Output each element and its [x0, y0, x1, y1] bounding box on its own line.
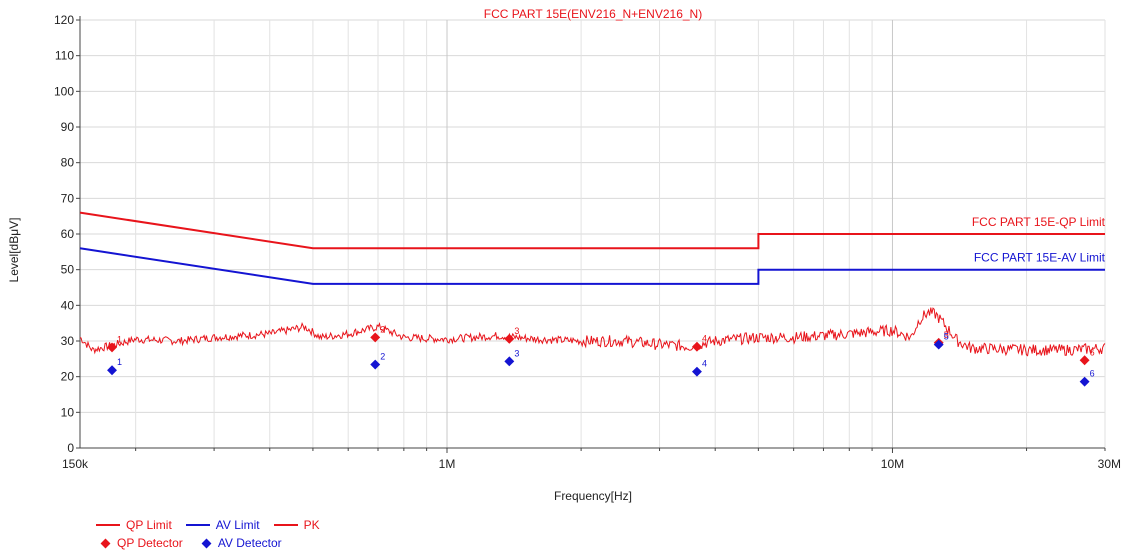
marker-av-detector — [504, 356, 515, 367]
x-tick-label: 1M — [439, 457, 456, 471]
series-layer: FCC PART 15E-QP Limit FCC PART 15E-AV Lim… — [79, 211, 1106, 357]
marker-label: 4 — [702, 359, 707, 369]
marker-av-detector — [692, 366, 702, 377]
limit-label: FCC PART 15E-QP Limit — [972, 215, 1106, 229]
marker-av-detector — [1079, 376, 1090, 387]
marker-av-detector — [107, 365, 117, 376]
marker-qp-detector — [692, 341, 702, 352]
marker-label: 6 — [1090, 347, 1095, 357]
legend-swatch-qp-limit — [96, 524, 120, 526]
y-tick-label: 110 — [55, 49, 74, 63]
legend-swatch-av-limit — [185, 524, 210, 526]
marker-label: 5 — [944, 330, 949, 340]
y-tick-label: 30 — [61, 334, 75, 348]
marker-label: 3 — [514, 326, 519, 336]
x-tick-label: 30M — [1098, 457, 1121, 471]
marker-qp-detector — [107, 342, 117, 353]
y-tick-label: 10 — [61, 405, 75, 419]
legend-item-qp-detector: QP Detector — [96, 534, 183, 552]
axes: 0 10 20 30 40 50 60 70 80 90 100 110 120 150k 1M 10M 30M — [54, 13, 1121, 471]
marker-label: 3 — [514, 348, 519, 358]
marker-av-detector — [933, 339, 944, 350]
marker-label: 1 — [117, 334, 122, 344]
chart-title: FCC PART 15E(ENV216_N+ENV216_N) — [484, 7, 702, 21]
legend-row-lines: QP Limit AV Limit PK — [96, 516, 334, 534]
legend-item-av-detector: AV Detector — [197, 534, 282, 552]
x-axis-label: Frequency[Hz] — [554, 489, 632, 503]
legend-label-av-limit: AV Limit — [215, 518, 260, 532]
y-tick-label: 100 — [54, 84, 74, 98]
y-axis-label: Level[dBμV] — [7, 218, 21, 283]
series-line-av-limit — [79, 247, 1105, 285]
marker-qp-detector — [504, 333, 515, 344]
legend-item-av-limit: AV Limit — [185, 516, 260, 534]
marker-label: 4 — [702, 334, 707, 344]
y-tick-label: 40 — [61, 298, 75, 312]
marker-qp-detector — [1079, 355, 1090, 366]
y-tick-label: 0 — [67, 441, 74, 455]
marker-label: 2 — [380, 352, 385, 362]
y-tick-label: 20 — [61, 370, 75, 384]
marker-label: 1 — [117, 357, 122, 367]
y-tick-label: 120 — [54, 13, 74, 27]
marker-av-detector — [370, 359, 381, 370]
legend-swatch-qp-detector — [100, 538, 111, 548]
legend-item-pk: PK — [273, 516, 320, 534]
legend-item-qp-limit: QP Limit — [96, 516, 172, 534]
grid — [80, 19, 1106, 449]
y-tick-label: 60 — [61, 227, 75, 241]
legend-row-detectors: QP Detector AV Detector — [96, 534, 334, 552]
legend-swatch-pk — [273, 524, 298, 526]
series-line-qp-limit — [79, 211, 1105, 250]
marker-label: 6 — [1090, 369, 1095, 379]
emission-chart: 0 10 20 30 40 50 60 70 80 90 100 110 120 150k 1M 10M 30M… — [7, 7, 1121, 503]
x-tick-label: 150k — [62, 457, 89, 471]
y-tick-label: 70 — [61, 191, 75, 205]
legend-label-pk: PK — [303, 518, 320, 532]
legend-label-qp-detector: QP Detector — [117, 536, 183, 550]
marker-label: 5 — [944, 332, 949, 342]
marker-label: 2 — [380, 324, 385, 334]
legend-label-av-detector: AV Detector — [217, 536, 282, 550]
y-tick-label: 80 — [61, 156, 75, 170]
marker-qp-detector — [370, 332, 381, 343]
limit-label: FCC PART 15E-AV Limit — [974, 251, 1106, 265]
legend: QP Limit AV Limit PK QP Detector AV Dete… — [96, 516, 334, 552]
series-line-pk — [79, 307, 1106, 357]
legend-swatch-av-detector — [201, 538, 212, 548]
x-tick-label: 10M — [881, 457, 904, 471]
legend-label-qp-limit: QP Limit — [126, 518, 172, 532]
y-tick-label: 50 — [61, 263, 75, 277]
y-tick-label: 90 — [61, 120, 75, 134]
